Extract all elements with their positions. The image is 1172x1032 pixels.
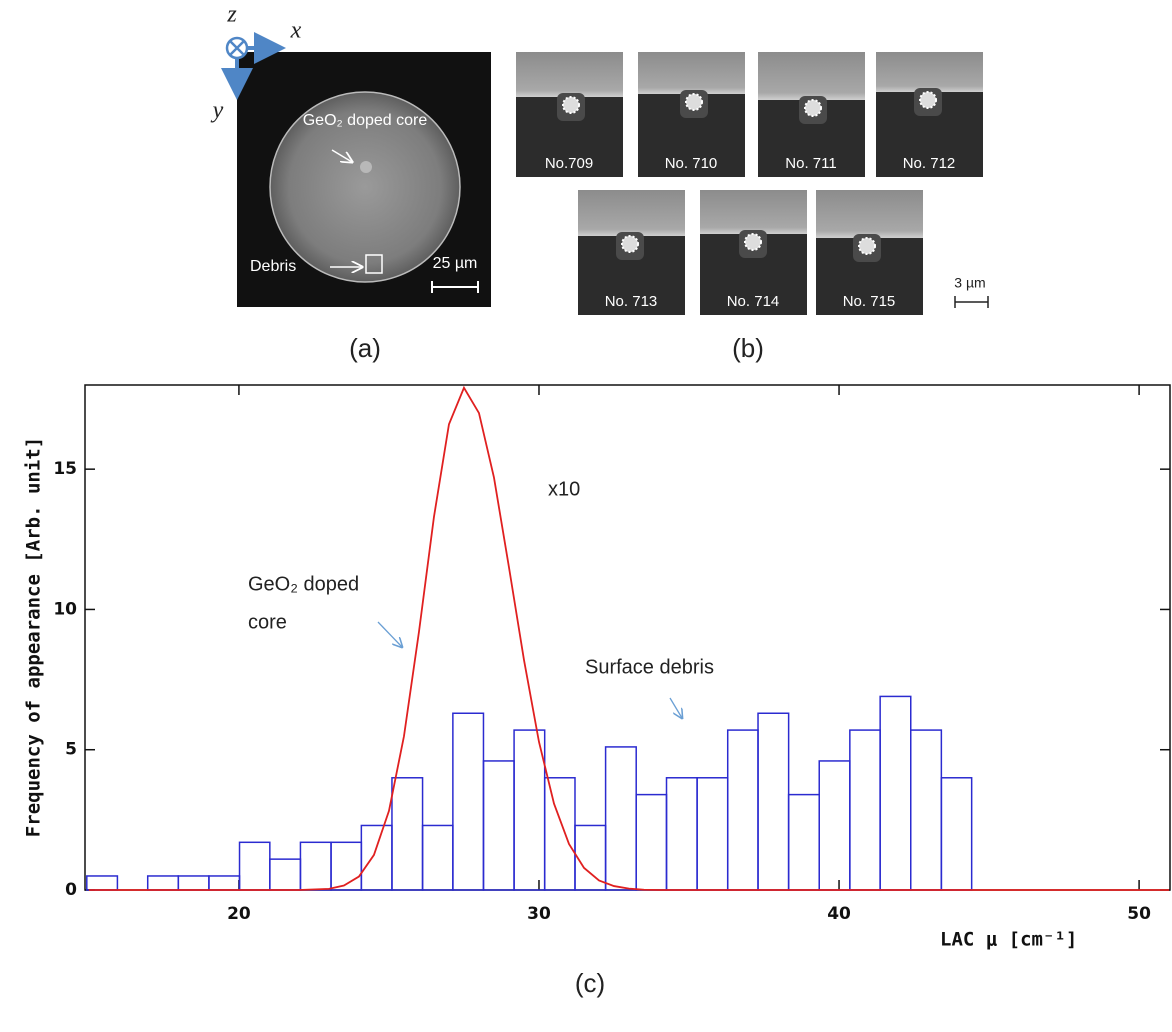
histogram-bar <box>940 777 973 891</box>
histogram-bar <box>543 777 576 891</box>
x-tick-label: 20 <box>227 904 251 924</box>
annotation-arrow <box>377 621 402 647</box>
core-label: GeO₂ doped core <box>303 112 428 129</box>
histogram-bar <box>513 729 546 891</box>
ct-slice: No. 713 <box>578 190 685 315</box>
histogram-bar <box>330 841 363 891</box>
y-axis-label: Frequency of appearance [Arb. unit] <box>23 437 45 837</box>
y-tick-label: 0 <box>65 880 77 900</box>
x-tick-label: 50 <box>1127 904 1151 924</box>
histogram-bar <box>360 824 393 891</box>
annotation: GeO₂ doped <box>248 573 359 595</box>
histogram-bar <box>421 824 454 891</box>
histogram-bar <box>86 875 119 891</box>
histogram-bar <box>299 841 332 891</box>
debris-marker <box>858 237 876 255</box>
slice-label: No.709 <box>545 155 593 172</box>
slice-label: No. 711 <box>785 155 836 172</box>
histogram-bar <box>787 793 820 891</box>
core <box>360 161 372 173</box>
slice-label: No. 710 <box>665 155 718 172</box>
histogram-bar <box>604 746 637 891</box>
debris-box <box>365 254 383 274</box>
slice-label: No. 712 <box>903 155 956 172</box>
fiber-surface <box>516 52 623 97</box>
fiber-surface <box>638 52 745 94</box>
debris-marker <box>685 93 703 111</box>
debris-marker <box>562 96 580 114</box>
z-axis-symbol <box>229 40 245 56</box>
x-axis-label: LAC μ [cm⁻¹] <box>940 929 1077 951</box>
y-tick-label: 5 <box>65 740 77 760</box>
histogram-bar <box>910 729 943 891</box>
slice-label: No. 713 <box>605 293 658 310</box>
fiber-surface <box>816 190 923 238</box>
histogram-bar <box>452 712 485 891</box>
caption: (a) <box>349 333 381 363</box>
scale-label: 3 µm <box>954 275 985 291</box>
slice-label: No. 715 <box>843 293 896 310</box>
annotation: Surface debris <box>585 656 714 678</box>
fiber-surface <box>758 52 865 100</box>
histogram-bar <box>177 875 210 891</box>
fiber-surface <box>700 190 807 234</box>
ct-slice: No. 714 <box>700 190 807 315</box>
histogram-bar <box>818 760 851 891</box>
ct-slice: No. 712 <box>876 52 983 177</box>
ct-slice: No.709 <box>516 52 623 177</box>
histogram-bar <box>757 712 790 891</box>
histogram-bar <box>879 695 912 891</box>
axis-name: z <box>226 2 237 28</box>
debris-marker <box>744 233 762 251</box>
annotation-arrow <box>669 697 682 718</box>
panel-b: 3 µm (b) No.709 No. 710 No. 711 No. 712 No. … <box>516 52 989 363</box>
line <box>88 385 1170 891</box>
histogram-bar <box>696 777 729 891</box>
debris-marker <box>804 99 822 117</box>
debris-marker <box>919 91 937 109</box>
histogram-bar <box>665 777 698 891</box>
arrow <box>331 149 352 162</box>
histogram-bar <box>849 729 881 891</box>
annotation: core <box>248 611 287 633</box>
histogram-bar <box>726 729 759 891</box>
annotation: x10 <box>548 478 580 500</box>
histogram-bar <box>269 858 302 891</box>
plot-frame <box>84 384 1171 891</box>
ct-slice: No. 715 <box>816 190 923 315</box>
y-tick-label: 15 <box>53 459 77 479</box>
histogram-bar <box>238 841 271 891</box>
fiber-surface <box>876 52 983 92</box>
slice-label: No. 714 <box>727 293 780 310</box>
caption: (c) <box>575 968 605 998</box>
x-tick-label: 40 <box>827 904 851 924</box>
scale-label: 25 µm <box>433 255 478 272</box>
histogram-bar <box>146 875 180 891</box>
panel-c: LAC μ [cm⁻¹] Frequency of appearance [Ar… <box>23 384 1171 998</box>
histogram-bar <box>635 793 668 891</box>
debris-label: Debris <box>250 258 296 275</box>
axis-name: x <box>290 18 302 44</box>
ct-slice: No. 710 <box>638 52 745 177</box>
debris-marker <box>621 235 639 253</box>
fiber-surface <box>578 190 685 236</box>
histogram-bar <box>482 760 515 891</box>
histogram-bar <box>208 875 241 891</box>
ct-slice: No. 711 <box>758 52 865 177</box>
axis-name: y <box>211 98 224 124</box>
y-tick-label: 10 <box>53 599 77 619</box>
panel-a: GeO₂ doped core Debris 25 µm z x y (a) <box>211 2 491 363</box>
caption: (b) <box>732 333 764 363</box>
histogram-bar <box>391 777 424 891</box>
x-tick-label: 30 <box>527 904 551 924</box>
fiber-cross-section <box>269 91 461 283</box>
